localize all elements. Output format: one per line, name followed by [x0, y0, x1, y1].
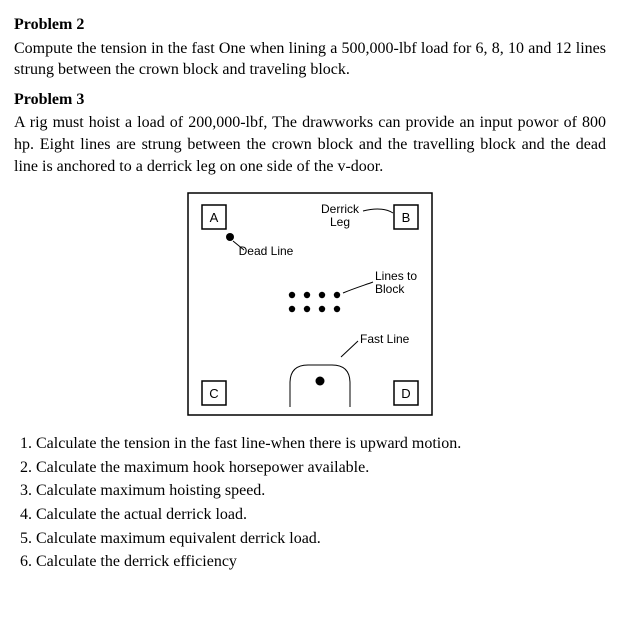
derrick-diagram: A B C D Derrick Leg Dead Line Lines to B… — [180, 185, 440, 423]
lines-to-block-label-2: Block — [375, 282, 405, 296]
corner-b-label: B — [402, 210, 411, 225]
list-item: Calculate the maximum hook horsepower av… — [36, 457, 606, 479]
lines-to-block-label-1: Lines to — [375, 269, 417, 283]
problem-3-question-list: Calculate the tension in the fast line-w… — [14, 433, 606, 573]
list-item: Calculate maximum equivalent derrick loa… — [36, 528, 606, 550]
fast-line-label: Fast Line — [360, 332, 410, 346]
dead-line-label: Dead Line — [239, 244, 294, 258]
list-item: Calculate the derrick efficiency — [36, 551, 606, 573]
problem-2-heading: Problem 2 — [14, 14, 606, 36]
derrick-leg-label-2: Leg — [330, 215, 350, 229]
list-item: Calculate the tension in the fast line-w… — [36, 433, 606, 455]
list-item: Calculate the actual derrick load. — [36, 504, 606, 526]
problem-3-text: A rig must hoist a load of 200,000-lbf, … — [14, 112, 606, 177]
lines-to-block-dots — [289, 292, 340, 312]
corner-d-label: D — [401, 386, 410, 401]
corner-a-label: A — [210, 210, 219, 225]
list-item: Calculate maximum hoisting speed. — [36, 480, 606, 502]
problem-2-text: Compute the tension in the fast One when… — [14, 38, 606, 81]
problem-3-heading: Problem 3 — [14, 89, 606, 111]
corner-c-label: C — [209, 386, 218, 401]
figure-wrapper: A B C D Derrick Leg Dead Line Lines to B… — [14, 185, 606, 423]
derrick-leg-label-1: Derrick — [321, 202, 360, 216]
